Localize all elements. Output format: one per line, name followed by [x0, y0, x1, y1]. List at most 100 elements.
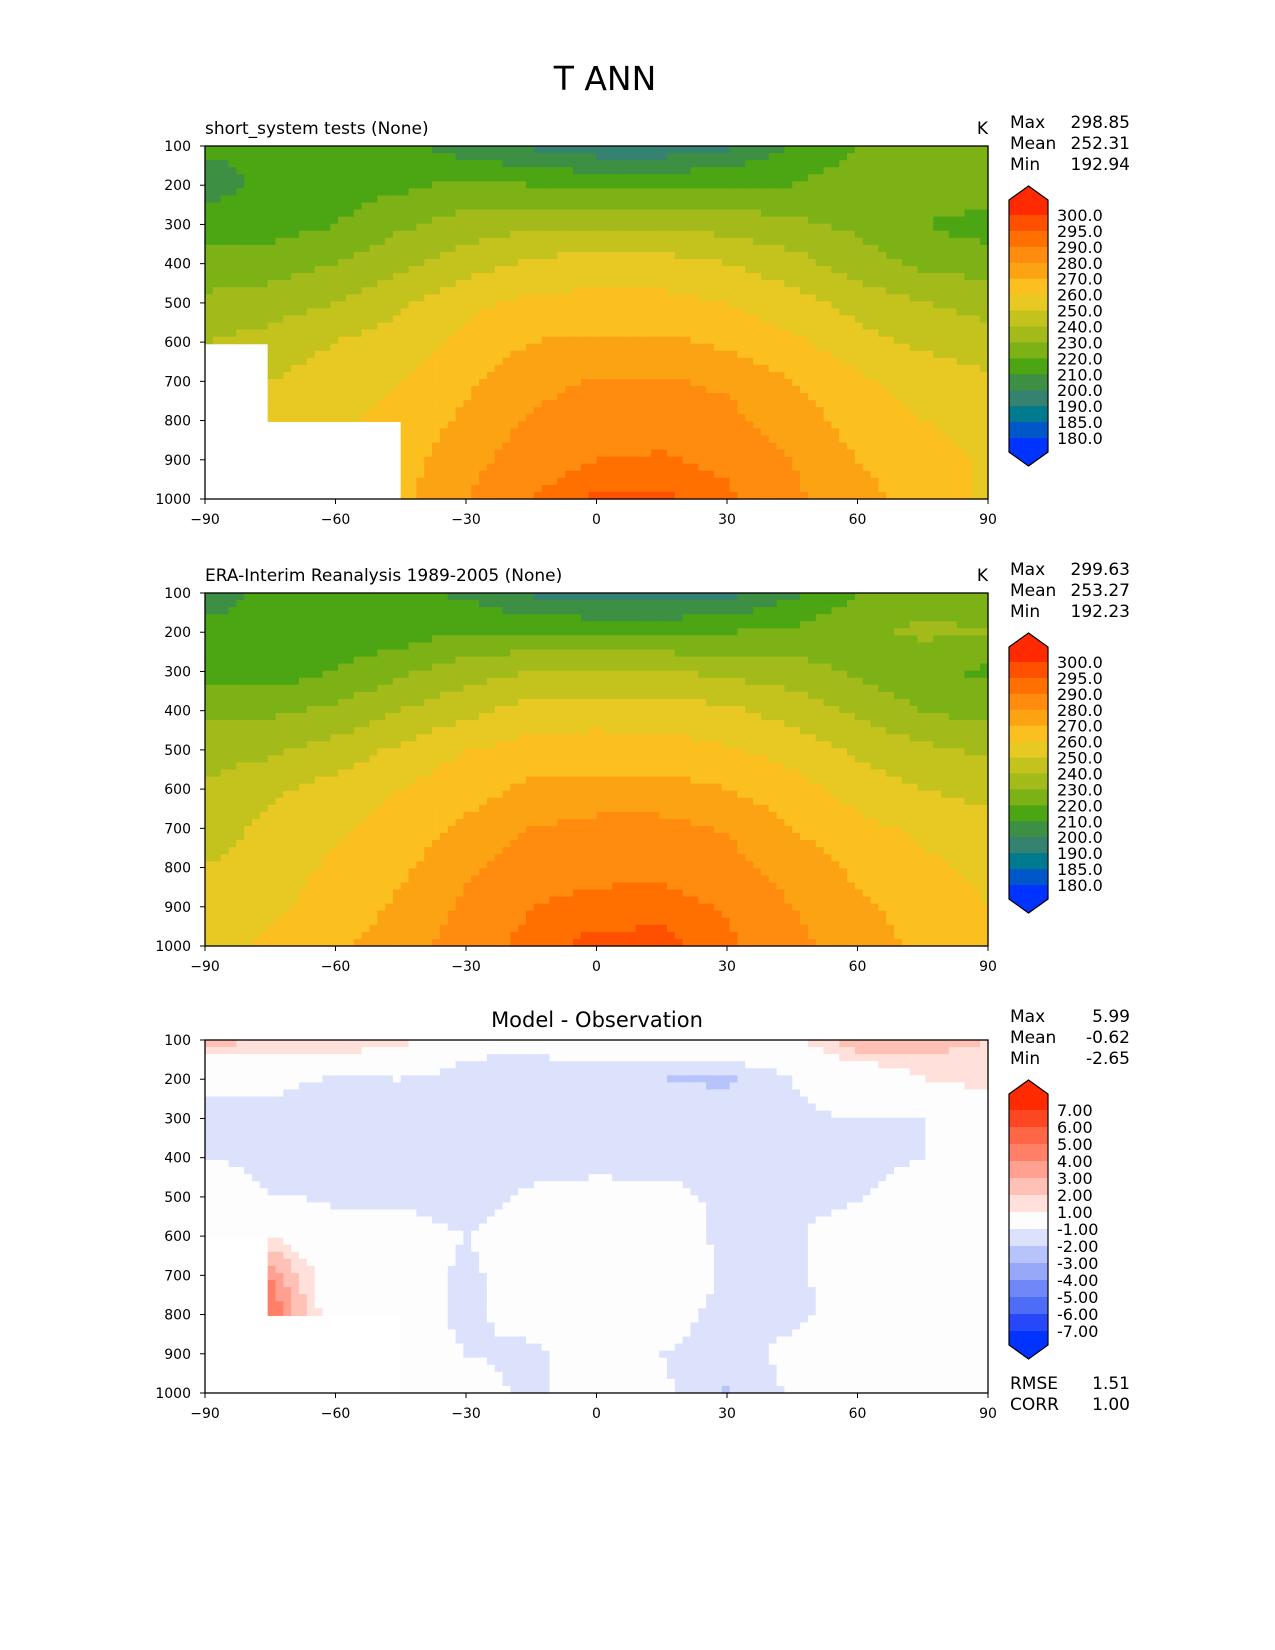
- contour-cell: [901, 414, 911, 422]
- contour-cell: [745, 449, 754, 458]
- contour-cell: [330, 167, 339, 175]
- contour-cell: [604, 484, 613, 493]
- contour-cell: [533, 266, 543, 274]
- contour-cell: [424, 202, 433, 211]
- contour-cell: [377, 294, 386, 302]
- contour-cell: [706, 146, 715, 154]
- contour-cell: [901, 491, 911, 500]
- contour-cell: [408, 181, 418, 189]
- contour-cell: [533, 421, 543, 429]
- contour-cell: [721, 223, 731, 232]
- contour-cell: [526, 146, 535, 154]
- contour-cell: [815, 428, 825, 437]
- contour-cell: [267, 407, 277, 415]
- contour-cell: [713, 463, 723, 472]
- contour-cell: [980, 350, 989, 359]
- contour-cell: [291, 315, 300, 324]
- contour-cell: [502, 371, 511, 380]
- contour-cell: [479, 216, 488, 225]
- contour-cell: [212, 266, 222, 274]
- contour-cell: [659, 209, 668, 218]
- contour-cell: [580, 343, 590, 352]
- contour-cell: [721, 442, 731, 451]
- contour-cell: [713, 167, 723, 175]
- contour-cell: [972, 294, 981, 302]
- contour-cell: [408, 294, 418, 302]
- contour-cell: [870, 195, 879, 204]
- contour-cell: [839, 428, 848, 437]
- contour-cell: [424, 600, 433, 608]
- contour-cell: [862, 600, 872, 608]
- contour-cell: [510, 357, 519, 366]
- contour-cell: [283, 181, 292, 189]
- contour-cell: [823, 167, 832, 175]
- contour-cell: [972, 414, 981, 422]
- contour-cell: [267, 237, 277, 246]
- contour-cell: [839, 188, 848, 197]
- contour-cell: [604, 593, 613, 601]
- contour-cell: [549, 237, 558, 246]
- contour-cell: [244, 174, 253, 182]
- contour-cell: [635, 435, 645, 444]
- contour-cell: [557, 202, 566, 211]
- contour-cell: [651, 393, 660, 401]
- contour-cell: [831, 258, 840, 267]
- contour-cell: [322, 593, 331, 601]
- contour-cell: [784, 357, 793, 366]
- contour-cell: [385, 230, 394, 239]
- contour-cell: [768, 322, 778, 331]
- contour-cell: [432, 146, 441, 154]
- contour-cell: [557, 294, 566, 302]
- contour-cell: [972, 266, 981, 274]
- contour-cell: [948, 273, 958, 281]
- contour-cell: [917, 600, 926, 608]
- contour-cell: [901, 371, 911, 380]
- contour-cell: [698, 484, 707, 493]
- contour-cell: [236, 160, 245, 168]
- contour-cell: [400, 470, 410, 479]
- contour-cell: [713, 174, 723, 182]
- contour-cell: [510, 386, 519, 394]
- contour-cell: [980, 484, 989, 493]
- contour-cell: [917, 202, 926, 211]
- contour-cell: [439, 470, 449, 479]
- contour-cell: [502, 357, 511, 366]
- contour-cell: [369, 593, 378, 601]
- contour-cell: [878, 449, 887, 458]
- contour-cell: [479, 477, 488, 486]
- contour-cell: [768, 223, 778, 232]
- contour-cell: [385, 209, 394, 218]
- contour-cell: [557, 195, 566, 204]
- contour-cell: [847, 308, 856, 317]
- contour-cell: [494, 216, 504, 225]
- contour-cell: [494, 266, 504, 274]
- contour-cell: [674, 336, 684, 345]
- contour-cell: [972, 174, 981, 182]
- contour-cell: [494, 209, 504, 218]
- contour-cell: [330, 607, 339, 615]
- contour-cell: [831, 287, 840, 295]
- contour-cell: [424, 371, 433, 380]
- contour-cell: [471, 593, 480, 601]
- contour-cell: [792, 153, 801, 161]
- contour-cell: [510, 308, 519, 317]
- contour-cell: [745, 167, 754, 175]
- contour-cell: [784, 329, 793, 338]
- contour-cell: [345, 258, 355, 267]
- contour-cell: [760, 174, 770, 182]
- contour-cell: [533, 463, 543, 472]
- contour-cell: [502, 146, 511, 154]
- contour-cell: [800, 216, 809, 225]
- contour-cell: [580, 607, 590, 615]
- contour-cell: [721, 266, 731, 274]
- contour-cell: [330, 266, 339, 274]
- contour-cell: [901, 322, 911, 331]
- contour-cell: [870, 167, 879, 175]
- contour-cell: [948, 237, 958, 246]
- contour-cell: [502, 188, 511, 197]
- contour-cell: [455, 202, 464, 211]
- contour-cell: [486, 336, 496, 345]
- contour-cell: [424, 273, 433, 281]
- contour-cell: [580, 273, 590, 281]
- contour-cell: [612, 414, 621, 422]
